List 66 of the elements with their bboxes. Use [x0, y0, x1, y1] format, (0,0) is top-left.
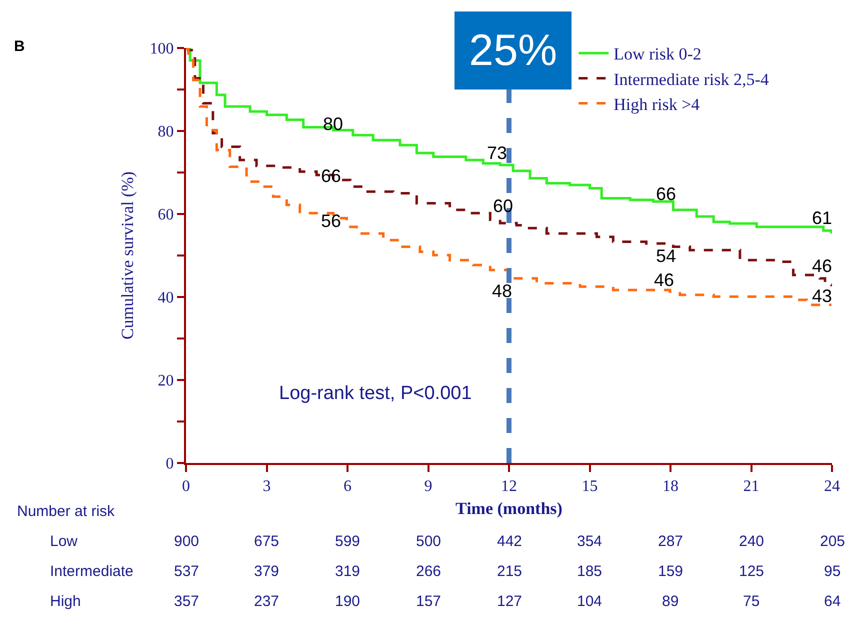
annotation: 73	[487, 143, 508, 163]
legend-label: Low risk 0-2	[614, 44, 702, 64]
text: 675	[254, 533, 280, 550]
text: 205	[820, 533, 846, 550]
x-tick-label: 3	[262, 478, 271, 496]
y-axis-title: Cumulative survival (%)	[118, 171, 137, 340]
text: 185	[577, 563, 602, 580]
annotation: 54	[656, 246, 676, 266]
text: 500	[416, 533, 442, 550]
legend-label: Intermediate risk 2,5-4	[614, 70, 770, 89]
annotation: Log-rank test, P<0.001	[279, 383, 472, 404]
annotation: 66	[656, 184, 676, 204]
text: 599	[335, 533, 360, 550]
x-axis-title: Time (months)	[456, 499, 562, 518]
annotation: 48	[492, 281, 512, 301]
text: 95	[824, 563, 841, 580]
text: 190	[335, 593, 360, 610]
x-tick-label: 21	[743, 478, 760, 496]
x-tick-label: 12	[501, 478, 517, 496]
text: 89	[662, 593, 679, 610]
text: Number at risk	[17, 503, 116, 520]
text: 104	[577, 593, 602, 610]
text: 215	[497, 563, 522, 580]
annotation: 46	[812, 256, 832, 276]
text: 157	[416, 593, 442, 610]
text: 125	[739, 563, 764, 580]
text: 319	[335, 563, 360, 580]
text: 237	[254, 593, 280, 610]
text: 287	[658, 533, 684, 550]
text: 357	[174, 593, 200, 610]
text: Intermediate	[50, 563, 134, 580]
annotation: 61	[812, 208, 832, 228]
y-tick-label: 80	[158, 124, 174, 141]
text: 75	[743, 593, 760, 610]
x-tick-label: 15	[582, 478, 598, 496]
text: 127	[497, 593, 522, 610]
x-tick-label: 0	[182, 478, 190, 496]
x-tick-label: 18	[662, 478, 678, 496]
annotation: 25%	[469, 26, 558, 75]
y-tick-label: 60	[158, 206, 174, 224]
legend-label: High risk >4	[614, 94, 700, 114]
text: 900	[174, 533, 200, 550]
text: 64	[824, 593, 841, 610]
text: 354	[577, 533, 602, 550]
annotation: 43	[812, 286, 832, 306]
text: High	[50, 593, 81, 610]
x-tick-label: 24	[824, 478, 840, 496]
x-tick-label: 6	[344, 478, 352, 496]
y-tick-label: 40	[158, 290, 174, 307]
text: B	[14, 38, 25, 55]
text: 379	[254, 563, 280, 580]
x-tick-label: 9	[424, 478, 432, 496]
y-tick-label: 100	[150, 40, 174, 58]
annotation: 80	[323, 114, 344, 134]
text: 240	[739, 533, 764, 550]
y-tick-label: 0	[166, 456, 174, 473]
y-tick-label: 20	[158, 372, 174, 390]
text: Low	[50, 533, 78, 550]
text: 266	[416, 563, 442, 580]
text: 442	[497, 533, 522, 550]
annotation: 60	[493, 196, 514, 216]
text: 159	[658, 563, 684, 580]
text: 537	[174, 563, 200, 580]
annotation: 46	[654, 270, 674, 290]
annotation: 66	[321, 166, 342, 186]
annotation: 56	[321, 211, 342, 231]
